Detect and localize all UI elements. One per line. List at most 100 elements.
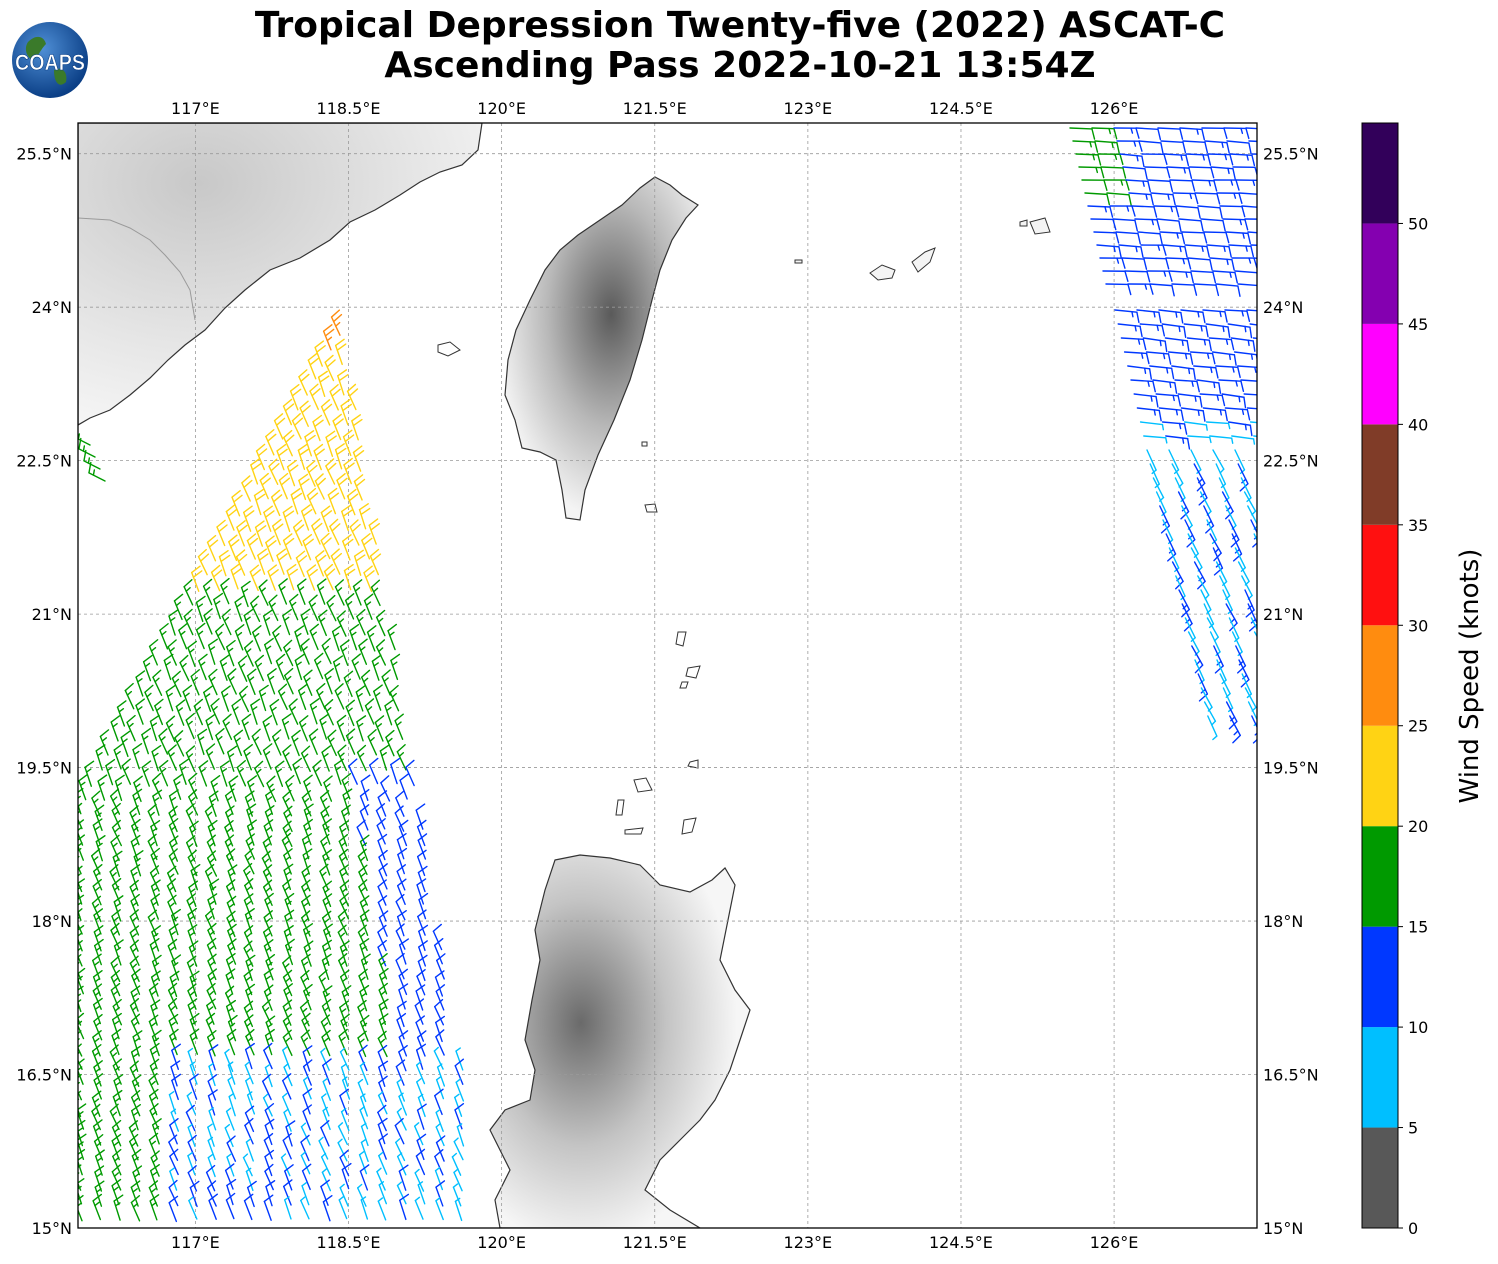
wind-barb: [338, 1196, 348, 1220]
lat-tick-label: 22.5°N: [1263, 452, 1319, 471]
wind-barb: [1140, 244, 1167, 256]
wind-barb: [417, 954, 428, 982]
coaps-globe-logo: COAPS: [12, 22, 88, 98]
wind-barb: [95, 835, 106, 862]
lat-tick-label: 25.5°N: [1263, 145, 1319, 164]
wind-barb: [292, 519, 305, 547]
wind-barb: [78, 1043, 83, 1070]
wind-barb: [105, 758, 116, 786]
wind-barb: [263, 984, 274, 1011]
wind-barb: [283, 639, 294, 667]
wind-barb: [434, 970, 445, 997]
wind-barb: [323, 923, 333, 950]
wind-barb: [1117, 323, 1143, 338]
wind-barb: [1227, 323, 1253, 339]
lon-tick-label: 123°E: [784, 99, 833, 118]
wind-barb: [226, 910, 236, 938]
map-gridlines: [78, 123, 1257, 1228]
wind-barb: [353, 549, 366, 576]
wind-barb: [131, 818, 141, 846]
wind-barb: [246, 668, 257, 696]
wind-barb: [296, 578, 307, 605]
wind-barb: [264, 1149, 275, 1177]
wind-barb: [166, 878, 177, 905]
colorbar-ticks: 0 5 10 15 20 25 30 35 40 45 50: [1398, 214, 1428, 1238]
wind-barb: [151, 954, 162, 982]
wind-barb: [414, 998, 425, 1025]
wind-barb: [1249, 323, 1257, 326]
wind-barb: [358, 503, 371, 530]
wind-barb: [394, 1117, 405, 1145]
wind-barb: [183, 608, 194, 636]
wind-barb: [190, 669, 200, 696]
colorbar-tick-label: 30: [1408, 616, 1428, 635]
wind-barb: [324, 354, 336, 382]
wind-barb: [367, 729, 378, 756]
wind-barb: [144, 684, 154, 712]
wind-barb: [390, 757, 401, 785]
wind-barb: [378, 982, 388, 1010]
wind-barb: [92, 1119, 103, 1146]
wind-barb: [1184, 244, 1210, 258]
lon-tick-label: 120°E: [477, 99, 526, 118]
wind-barb: [120, 730, 131, 758]
wind-barb: [131, 968, 141, 995]
wind-barb: [243, 743, 253, 771]
wind-barb: [203, 685, 213, 712]
wind-barb: [334, 683, 345, 710]
wind-barb: [320, 505, 333, 532]
wind-barb: [262, 864, 273, 891]
wind-barb: [396, 1012, 407, 1040]
wind-barb: [341, 985, 352, 1012]
wind-barb: [289, 383, 302, 411]
wind-barb: [282, 1046, 291, 1070]
wind-barb: [132, 1165, 143, 1192]
wind-barb: [1249, 421, 1257, 424]
wind-barb: [94, 1149, 105, 1176]
wind-barb: [244, 878, 254, 905]
wind-barb: [339, 639, 350, 666]
wind-barb: [322, 893, 333, 920]
wind-barb: [339, 1149, 350, 1177]
lat-tick-label: 22.5°N: [16, 452, 72, 471]
wind-barb: [1206, 244, 1232, 258]
wind-barb: [413, 1122, 424, 1146]
wind-barb: [227, 938, 237, 965]
wind-barb: [302, 1088, 313, 1115]
wind-barb: [92, 953, 102, 980]
wind-barb: [314, 652, 324, 680]
wind-barb: [188, 1196, 198, 1220]
wind-barb: [318, 1136, 329, 1160]
wind-barb: [1224, 309, 1251, 323]
wind-barb: [333, 655, 344, 682]
wind-barb: [283, 1108, 292, 1132]
wind-barb: [337, 908, 348, 936]
wind-barb: [368, 518, 381, 545]
wind-barb: [377, 1117, 388, 1145]
wind-barb: [378, 1181, 388, 1205]
wind-barb: [243, 968, 254, 996]
wind-barb: [360, 1196, 369, 1220]
wind-barb: [357, 1183, 367, 1207]
wind-barb: [1193, 365, 1219, 379]
wind-barb: [356, 715, 367, 742]
wind-barb: [78, 1090, 82, 1118]
wind-barb: [330, 548, 343, 575]
wind-barb: [207, 1136, 216, 1161]
wind-barb: [1215, 365, 1241, 379]
wind-barb: [396, 864, 406, 891]
wind-barb: [358, 1044, 368, 1072]
wind-barb: [363, 593, 374, 620]
colorbar-bin: [1362, 424, 1398, 525]
wind-barb: [339, 1088, 349, 1116]
wind-barb: [92, 970, 103, 997]
wind-barb: [1202, 309, 1228, 323]
wind-barb: [284, 892, 295, 920]
wind-barb: [207, 1123, 215, 1147]
wind-barb: [193, 698, 204, 726]
lat-tick-label: 18°N: [32, 912, 72, 931]
wind-barb: [158, 728, 169, 755]
wind-barb: [331, 624, 342, 652]
wind-barb: [282, 1092, 292, 1116]
